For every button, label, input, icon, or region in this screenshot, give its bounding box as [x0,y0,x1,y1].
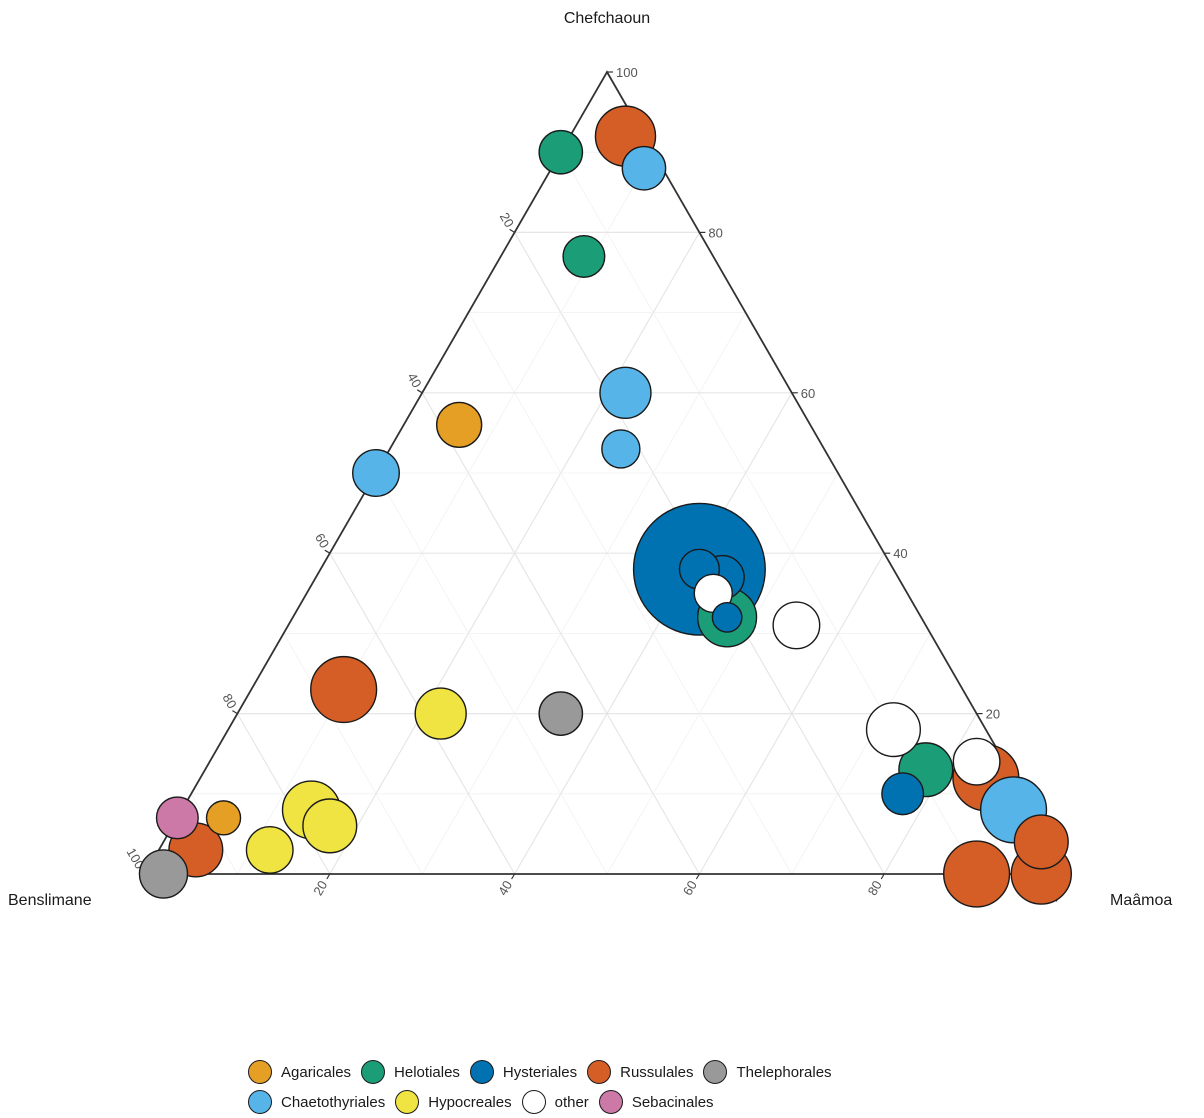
tick-label-maamoa: 40 [495,878,515,898]
tick-mark [695,873,700,880]
data-point [310,655,378,724]
legend-label: Hypocreales [428,1093,512,1111]
data-points [138,105,1073,908]
legend-row: Chaetothyriales Hypocreales other Sebacinal… [248,1087,1008,1117]
legend-item: Hysteriales [469,1060,578,1084]
tick-label-chefchaoun: 60 [801,386,815,401]
data-point [538,691,584,736]
tick-label-benslimane: 40 [404,370,424,390]
legend-swatch [469,1060,494,1084]
data-point [1013,814,1069,870]
data-point [711,601,743,633]
tick-mark [509,228,515,233]
axis-label-benslimane: Benslimane [8,892,92,909]
legend-label: Chaetothyriales [281,1093,386,1111]
tick-label-maamoa: 80 [865,878,885,898]
data-point [205,800,242,836]
legend-swatch [587,1060,612,1084]
grid-line [283,633,423,875]
data-point [352,449,400,497]
grid-line [606,472,839,875]
tick-label-benslimane: 60 [312,531,332,551]
data-point [601,429,641,469]
data-point [621,145,667,191]
tick-label-chefchaoun: 100 [616,65,638,80]
tick-label-benslimane: 80 [220,691,240,711]
tick-label-maamoa: 20 [310,878,330,898]
legend-swatch [395,1090,420,1114]
data-point [138,849,189,899]
legend-label: Thelephorales [736,1063,832,1081]
axis-label-maamoa: Maâmoa [1110,892,1173,909]
data-point [772,601,821,650]
data-point [599,366,652,419]
legend-swatch [521,1090,546,1114]
legend-label: Agaricales [281,1063,352,1081]
grid-line [375,472,608,875]
legend-label: Helotiales [394,1063,460,1081]
legend-item: Sebacinales [598,1090,714,1114]
data-point [155,796,199,840]
tick-label-benslimane: 20 [497,210,517,230]
data-point [245,825,294,874]
legend-item: other [521,1090,589,1114]
legend-item: Russulales [587,1060,693,1084]
tick-mark [326,873,331,880]
tick-label-chefchaoun: 40 [893,546,907,561]
legend: Agaricales Helotiales Hysteriales Russulale… [248,1057,1008,1117]
legend-label: Hysteriales [502,1063,578,1081]
data-point [942,840,1011,908]
tick-mark [416,389,423,394]
tick-mark [880,873,885,880]
tick-label-chefchaoun: 20 [986,707,1000,722]
legend-item: Thelephorales [703,1060,832,1084]
tick-mark [324,549,331,554]
legend-label: Russulales [620,1063,694,1081]
axis-label-chefchaoun: Chefchaoun [563,10,651,27]
legend-item: Agaricales [248,1060,351,1084]
legend-swatch [361,1060,386,1084]
legend-label: other [554,1093,589,1111]
legend-item: Hypocreales [395,1090,512,1114]
legend-swatch [703,1060,728,1084]
legend-swatch [248,1060,272,1084]
data-point [414,687,467,740]
grid-line [421,312,746,875]
tick-mark [232,710,238,715]
data-point [302,798,358,854]
data-point [435,401,483,449]
tick-label-maamoa: 60 [680,878,700,898]
legend-item: Chaetothyriales [248,1090,385,1114]
data-point [538,129,584,175]
data-point [952,737,1001,786]
tick-mark [511,873,516,880]
grid-lines [190,151,1024,875]
data-point [865,702,922,758]
legend-label: Sebacinales [631,1093,714,1111]
data-point [881,772,925,816]
tick-label-chefchaoun: 80 [708,225,722,240]
legend-swatch [248,1090,272,1114]
grid-line [791,633,931,875]
grid-line [698,552,885,875]
legend-item: Helotiales [361,1060,460,1084]
data-point [562,234,606,278]
grid-line [468,312,793,875]
legend-swatch [598,1090,623,1114]
legend-row: Agaricales Helotiales Hysteriales Russulale… [248,1057,1008,1087]
